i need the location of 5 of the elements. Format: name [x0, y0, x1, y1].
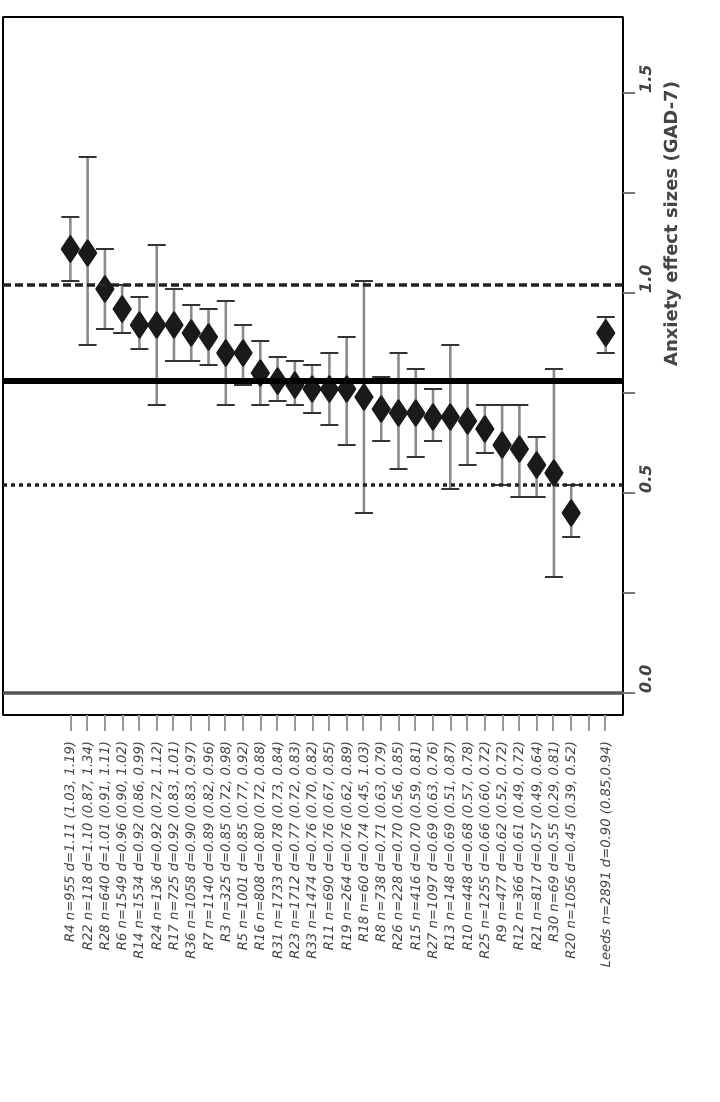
- y-tick-label: 1.0: [637, 263, 655, 293]
- y-tick-label: 1.5: [637, 63, 655, 93]
- y-tick-label: 0.0: [637, 663, 655, 693]
- y-axis-title: Anxiety effect sizes (GAD-7): [663, 81, 683, 366]
- y-tick-label: 0.5: [637, 463, 655, 493]
